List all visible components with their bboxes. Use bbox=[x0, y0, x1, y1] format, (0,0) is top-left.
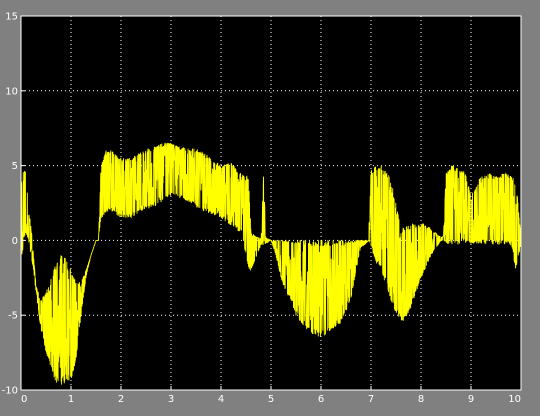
y-tick-label: 10 bbox=[5, 86, 18, 97]
x-axis-ticks: 0 1 2 3 4 5 6 7 8 9 10 bbox=[20, 386, 522, 405]
x-tick-label: 2 bbox=[118, 394, 124, 405]
x-tick-label: 9 bbox=[468, 394, 474, 405]
series-layer bbox=[20, 142, 522, 385]
x-tick-label: 0 bbox=[21, 394, 27, 405]
x-tick-label: 4 bbox=[218, 394, 224, 405]
y-tick-label: 15 bbox=[5, 12, 18, 23]
series-line bbox=[20, 142, 522, 385]
y-tick-label: -10 bbox=[2, 386, 18, 397]
y-tick-label: 0 bbox=[12, 236, 18, 247]
x-tick-label: 7 bbox=[368, 394, 374, 405]
y-tick-label: -5 bbox=[8, 311, 18, 322]
x-tick-label: 3 bbox=[168, 394, 174, 405]
x-tick-label: 5 bbox=[268, 394, 274, 405]
x-tick-label: 8 bbox=[418, 394, 424, 405]
x-tick-label: 10 bbox=[508, 394, 521, 405]
x-tick-label: 6 bbox=[318, 394, 324, 405]
x-tick-label: 1 bbox=[68, 394, 74, 405]
y-axis-ticks: -10 -5 0 5 10 15 bbox=[2, 12, 25, 397]
y-tick-label: 5 bbox=[12, 161, 18, 172]
